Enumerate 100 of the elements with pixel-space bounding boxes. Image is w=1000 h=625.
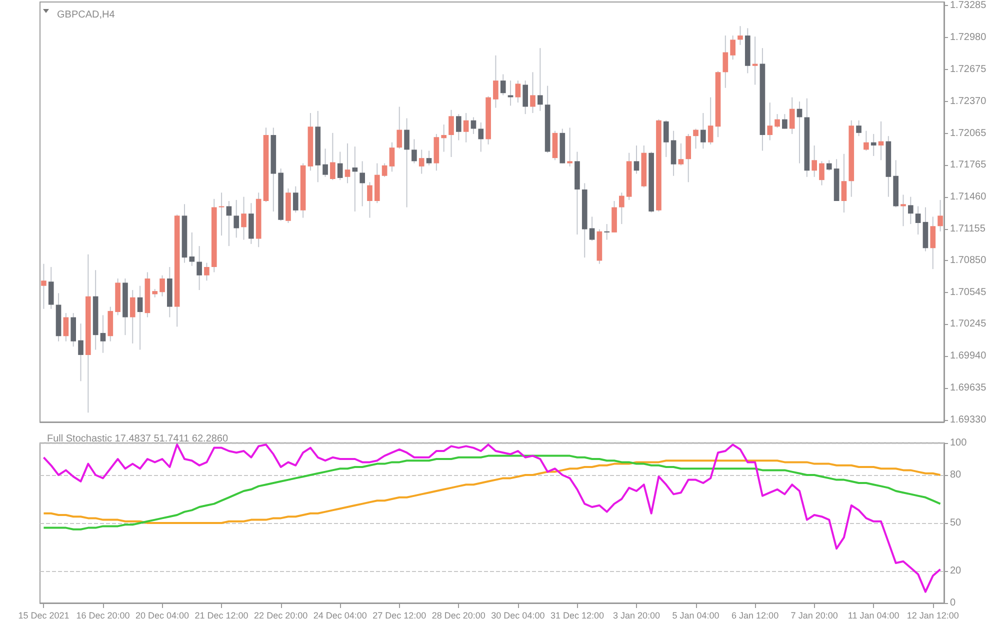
x-tick-label: 22 Dec 20:00 bbox=[254, 610, 308, 620]
candlestick bbox=[396, 106, 402, 150]
x-tick-label: 7 Jan 20:00 bbox=[790, 610, 838, 620]
candlestick bbox=[389, 142, 395, 172]
candlestick bbox=[819, 160, 824, 186]
candlestick bbox=[700, 112, 706, 150]
y-tick-label: 1.73285 bbox=[950, 0, 987, 12]
candlestick bbox=[382, 162, 388, 178]
candlestick bbox=[63, 312, 69, 342]
y-tick-label: 1.72370 bbox=[950, 96, 987, 107]
candlestick bbox=[463, 112, 469, 143]
candlestick bbox=[418, 149, 424, 174]
candlestick bbox=[900, 194, 906, 227]
candlestick bbox=[663, 120, 669, 158]
candlestick bbox=[404, 118, 410, 208]
candlestick bbox=[330, 132, 336, 181]
x-tick-label: 15 Dec 2021 bbox=[18, 610, 70, 620]
x-tick-label: 31 Dec 12:00 bbox=[550, 610, 604, 620]
candlestick bbox=[48, 266, 54, 310]
candlestick bbox=[864, 130, 869, 152]
candlestick bbox=[908, 196, 914, 225]
candlestick bbox=[292, 186, 298, 214]
candlestick bbox=[344, 142, 350, 184]
x-tick-label: 28 Dec 20:00 bbox=[432, 610, 486, 620]
candlestick bbox=[930, 216, 936, 270]
x-tick-label: 21 Dec 12:00 bbox=[194, 610, 248, 620]
candlestick bbox=[708, 96, 714, 145]
candlestick bbox=[456, 114, 462, 141]
candlestick bbox=[515, 80, 521, 104]
candlestick bbox=[774, 114, 780, 128]
candlestick bbox=[508, 80, 514, 106]
candlestick bbox=[441, 124, 447, 152]
candlestick bbox=[493, 54, 498, 108]
line-series bbox=[42, 444, 942, 593]
candlestick bbox=[812, 144, 817, 178]
candlestick bbox=[41, 263, 46, 310]
candlestick bbox=[856, 120, 862, 137]
candlestick bbox=[841, 153, 847, 214]
y-tick-label: 80 bbox=[950, 470, 962, 480]
candlestick bbox=[412, 138, 417, 164]
candlestick bbox=[767, 102, 773, 141]
line-series bbox=[42, 460, 942, 524]
x-tick-label: 11 Jan 04:00 bbox=[848, 610, 900, 620]
line-series bbox=[42, 454, 942, 530]
candlestick bbox=[522, 80, 528, 115]
candlestick bbox=[234, 199, 240, 238]
candlestick bbox=[938, 199, 943, 232]
candlestick bbox=[619, 192, 624, 225]
candlestick bbox=[196, 246, 202, 291]
candlestick bbox=[589, 216, 595, 242]
candlestick bbox=[352, 146, 358, 212]
candlestick bbox=[189, 232, 195, 266]
x-tick-label: 24 Dec 04:00 bbox=[313, 610, 367, 620]
candlestick bbox=[137, 285, 143, 350]
candlestick bbox=[337, 151, 343, 181]
y-tick-label: 1.71765 bbox=[950, 159, 987, 170]
x-tick-label: 20 Dec 04:00 bbox=[135, 610, 190, 620]
x-tick-label: 5 Jan 04:00 bbox=[672, 610, 720, 620]
candlestick bbox=[826, 160, 832, 172]
text: GBPCAD,H4 bbox=[57, 10, 116, 20]
candlestick bbox=[448, 109, 454, 158]
y-tick-label: 1.69635 bbox=[950, 382, 987, 394]
x-tick-label: 27 Dec 12:00 bbox=[372, 610, 426, 620]
candlestick bbox=[915, 206, 921, 236]
candlestick bbox=[678, 142, 684, 166]
candlestick bbox=[78, 323, 84, 382]
candlestick bbox=[567, 127, 572, 167]
y-tick-label: 1.70245 bbox=[950, 318, 987, 330]
y-tick-label: 20 bbox=[950, 566, 962, 576]
candlestick bbox=[789, 96, 795, 134]
candlestick bbox=[478, 122, 484, 152]
y-tick-label: 1.72065 bbox=[950, 128, 987, 139]
candlestick bbox=[130, 290, 136, 344]
y-tick-label: 50 bbox=[950, 518, 962, 528]
y-tick-label: 1.71155 bbox=[950, 223, 986, 234]
candlestick bbox=[693, 128, 698, 150]
y-tick-label: 0 bbox=[950, 598, 956, 608]
y-tick-label: 100 bbox=[950, 438, 968, 448]
candlestick bbox=[604, 224, 610, 240]
candlestick bbox=[870, 133, 876, 156]
x-tick-label: 16 Dec 20:00 bbox=[76, 610, 130, 620]
candlestick bbox=[241, 196, 246, 240]
candlestick bbox=[500, 74, 506, 96]
y-tick-label: 1.70850 bbox=[950, 255, 987, 266]
candlestick bbox=[878, 120, 884, 161]
y-tick-label: 1.69940 bbox=[950, 350, 987, 362]
candlestick bbox=[634, 144, 640, 174]
candlestick bbox=[426, 150, 432, 166]
x-tick-label: 12 Jan 12:00 bbox=[906, 610, 959, 620]
x-tick-label: 6 Jan 12:00 bbox=[732, 610, 779, 620]
candlestick bbox=[537, 48, 543, 112]
candlestick bbox=[367, 182, 372, 218]
chart-title: Full Stochastic 17.4837 51.7411 62.2860 bbox=[47, 434, 228, 444]
candlestick bbox=[100, 314, 106, 354]
candlestick bbox=[530, 72, 536, 114]
candlestick bbox=[226, 200, 232, 247]
y-tick-label: 1.72980 bbox=[950, 32, 987, 44]
candlestick bbox=[738, 26, 743, 46]
candlestick bbox=[722, 35, 728, 88]
candlestick bbox=[204, 262, 210, 282]
